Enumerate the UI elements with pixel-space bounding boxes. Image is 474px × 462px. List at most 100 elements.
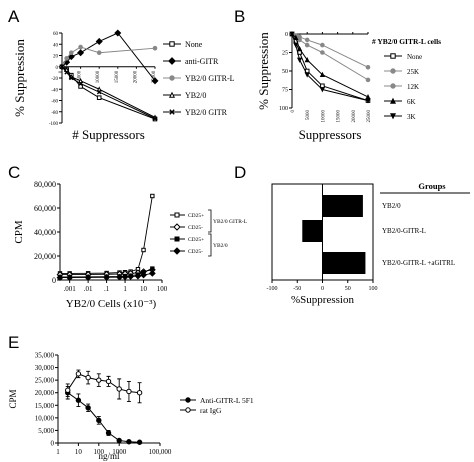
legend-marker bbox=[169, 41, 175, 47]
x-tick-label: 0 bbox=[291, 110, 296, 113]
x-tick-label: 5000 bbox=[78, 70, 83, 81]
data-point bbox=[77, 49, 85, 57]
data-point bbox=[127, 273, 135, 280]
bar bbox=[322, 195, 363, 217]
data-point bbox=[77, 77, 84, 84]
legend-marker bbox=[185, 397, 191, 403]
data-point bbox=[121, 273, 129, 281]
data-point bbox=[64, 56, 69, 61]
data-point bbox=[114, 29, 122, 37]
y-axis-title: CPM bbox=[8, 389, 18, 408]
y-tick-label: 30,000 bbox=[35, 364, 55, 372]
x-tick-label: .01 bbox=[84, 285, 93, 293]
data-point bbox=[75, 397, 82, 403]
series-line bbox=[291, 33, 369, 102]
y-tick-label: 35,000 bbox=[35, 352, 55, 360]
series-line bbox=[291, 33, 369, 81]
chart-e: 0 5,000 10,000 15,000 20,000 25,000 30,000 35,0… bbox=[8, 352, 254, 462]
y-tick-label: 50 bbox=[282, 69, 288, 75]
y-tick-label: -20 bbox=[51, 77, 58, 82]
y-tick-label: 40,000 bbox=[34, 228, 56, 237]
x-tick-label: 100 bbox=[369, 286, 378, 292]
x-tick-label: 0 bbox=[59, 70, 64, 73]
x-tick-label: -100 bbox=[267, 286, 278, 292]
data-point bbox=[96, 50, 102, 55]
x-tick-label: 100,000 bbox=[149, 448, 172, 456]
data-point bbox=[96, 95, 102, 100]
data-point bbox=[365, 93, 371, 100]
data-point bbox=[65, 387, 71, 393]
legend-marker bbox=[185, 407, 191, 413]
x-tick-label: 50 bbox=[345, 286, 351, 292]
data-point bbox=[85, 405, 91, 411]
data-point bbox=[75, 371, 82, 377]
y-tick-label: 20,000 bbox=[34, 252, 56, 261]
x-tick-label: 100 bbox=[157, 285, 168, 293]
x-tick-label: .1 bbox=[104, 285, 110, 293]
legend-marker bbox=[389, 113, 397, 120]
data-point bbox=[319, 71, 326, 77]
data-point bbox=[78, 84, 83, 89]
category-label: YB2/0-GITR-L bbox=[382, 227, 426, 235]
data-point bbox=[151, 77, 159, 85]
data-point bbox=[141, 247, 146, 253]
y-tick-label: -60 bbox=[51, 100, 58, 105]
legend-marker bbox=[169, 75, 175, 81]
y-axis-title: % Suppression bbox=[12, 39, 27, 117]
data-point bbox=[95, 37, 103, 45]
x-tick-label: 1000 bbox=[112, 448, 127, 456]
legend-label: YB2/0 GITR bbox=[185, 108, 228, 117]
x-tick-label: 15000 bbox=[115, 70, 120, 83]
y-tick-label: -100 bbox=[49, 122, 59, 127]
data-point bbox=[304, 37, 310, 43]
y-tick-label: 40 bbox=[53, 43, 59, 48]
x-tick-label: 20000 bbox=[352, 110, 357, 123]
group-bracket bbox=[208, 233, 212, 257]
data-point bbox=[296, 57, 303, 63]
y-axis-title: CPM bbox=[13, 220, 25, 243]
x-tick-label: 10000 bbox=[96, 70, 101, 83]
x-tick-label: 25000 bbox=[152, 70, 157, 83]
chart-d: -100 -50 0 50 100 %Suppression Groups YB2/0 YB2/… bbox=[267, 181, 470, 306]
category-label: YB2/0 bbox=[382, 202, 401, 210]
x-tick-label: 25000 bbox=[367, 110, 372, 123]
data-point bbox=[56, 274, 64, 282]
legend-marker bbox=[173, 223, 181, 231]
data-point bbox=[320, 83, 325, 89]
series-line bbox=[61, 66, 156, 120]
data-point bbox=[64, 70, 69, 75]
data-point bbox=[96, 89, 102, 95]
data-point bbox=[140, 271, 147, 279]
panel-label-c: C bbox=[8, 163, 20, 182]
y-axis-title: % Suppression bbox=[256, 32, 271, 110]
legend-label: 12K bbox=[407, 83, 419, 91]
data-point bbox=[365, 77, 371, 83]
legend-label: anti-GITR bbox=[185, 57, 219, 66]
legend-title: # YB2/0 GITR-L cells bbox=[372, 37, 441, 46]
legend-marker bbox=[389, 97, 397, 104]
data-point bbox=[78, 81, 83, 86]
category-label: YB2/0-GITR-L +aGITRL bbox=[382, 259, 455, 267]
legend-marker bbox=[174, 236, 180, 242]
y-tick-label: 100 bbox=[279, 106, 288, 112]
data-point bbox=[293, 42, 299, 49]
x-axis-title: YB2/0 Cells (x10⁻³) bbox=[66, 298, 157, 310]
y-tick-label: 0 bbox=[51, 440, 55, 448]
data-point bbox=[96, 417, 102, 424]
data-point bbox=[69, 75, 74, 81]
y-tick-label: 15,000 bbox=[35, 402, 55, 410]
x-tick-label: 1 bbox=[123, 285, 127, 293]
data-point bbox=[66, 274, 74, 282]
y-tick-label: 60,000 bbox=[34, 204, 56, 213]
y-tick-label: 0 bbox=[285, 32, 288, 38]
data-point bbox=[59, 64, 65, 70]
group-label: YB2/0 bbox=[213, 243, 228, 249]
data-point bbox=[148, 269, 156, 277]
legend-label: 3K bbox=[407, 113, 416, 121]
data-point bbox=[289, 31, 295, 37]
y-tick-label: -80 bbox=[51, 111, 58, 116]
x-tick-label: 5000 bbox=[306, 110, 311, 121]
y-tick-label: 80,000 bbox=[34, 180, 56, 189]
